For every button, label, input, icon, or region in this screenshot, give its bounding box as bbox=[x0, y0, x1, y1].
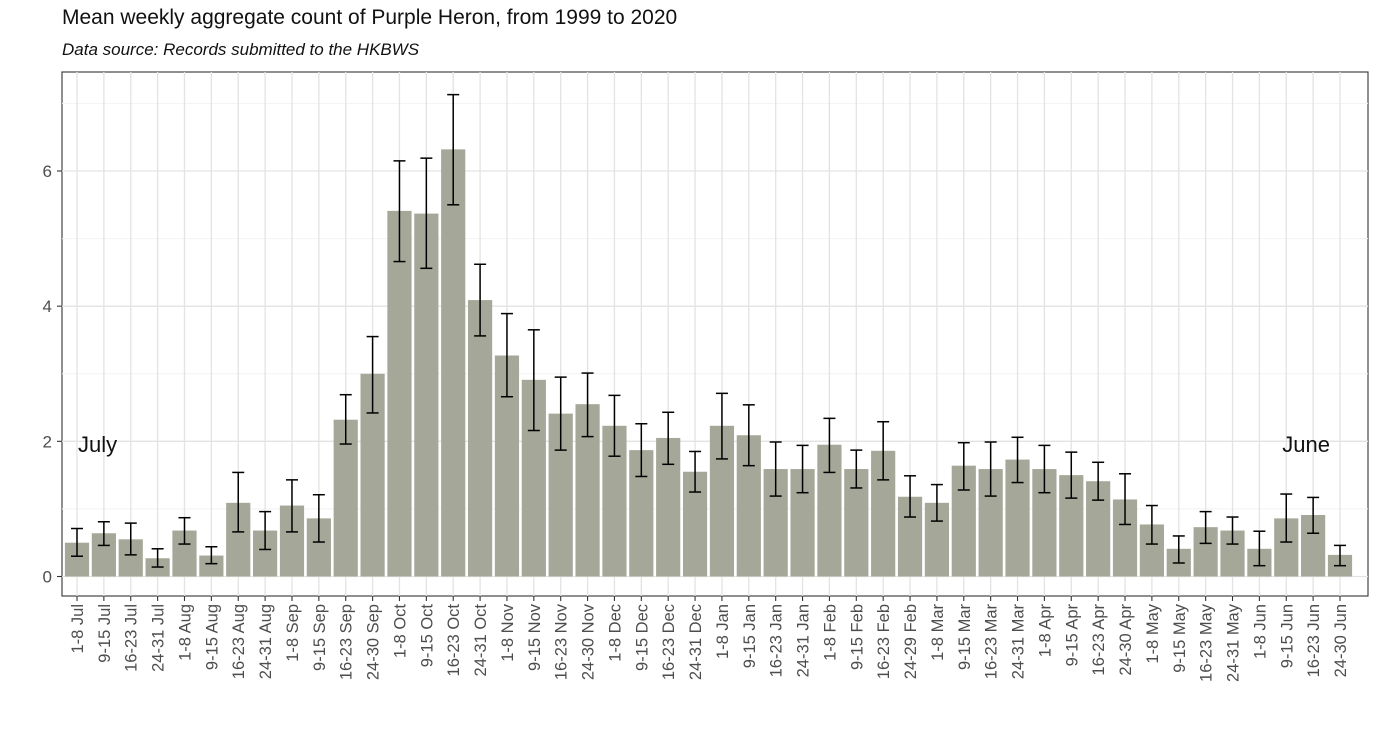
x-tick-label: 24-29 Feb bbox=[902, 604, 920, 679]
x-tick-label: 1-8 Sep bbox=[284, 604, 302, 662]
x-tick-label: 1-8 Apr bbox=[1036, 603, 1054, 657]
x-tick-label: 16-23 Sep bbox=[338, 604, 356, 680]
error-bar-layer bbox=[71, 93, 1346, 568]
x-tick-label: 16-23 May bbox=[1198, 603, 1216, 682]
x-tick-label: 24-31 Jan bbox=[795, 604, 813, 677]
x-tick-label: 1-8 Feb bbox=[821, 604, 839, 661]
x-axis: 1-8 Jul 9-15 Jul 16-23 Jul 24-31 Jul 1-8 Aug… bbox=[69, 596, 1350, 682]
chart-title: Mean weekly aggregate count of Purple He… bbox=[62, 6, 678, 29]
x-tick-label: 24-31 Mar bbox=[1010, 603, 1028, 679]
x-tick-label: 16-23 Jun bbox=[1305, 604, 1323, 677]
x-tick-label: 9-15 Oct bbox=[418, 604, 436, 668]
x-tick-label: 16-23 Mar bbox=[983, 603, 1001, 679]
x-tick-label: 24-31 Oct bbox=[472, 604, 490, 677]
x-tick-label: 9-15 Jan bbox=[741, 604, 759, 668]
x-tick-label: 1-8 Aug bbox=[176, 604, 194, 661]
y-axis: 0 2 4 6 bbox=[43, 162, 62, 587]
x-tick-label: 24-31 Dec bbox=[687, 604, 705, 680]
x-tick-label: 16-23 Jul bbox=[123, 604, 141, 672]
y-tick-label: 0 bbox=[43, 568, 52, 587]
x-tick-label: 9-15 Mar bbox=[956, 604, 974, 671]
x-tick-label: 9-15 Jul bbox=[96, 604, 114, 663]
bar bbox=[333, 419, 358, 577]
x-tick-label: 9-15 Nov bbox=[526, 603, 544, 671]
x-tick-label: 16-23 Aug bbox=[230, 604, 248, 679]
x-tick-label: 16-23 Oct bbox=[445, 604, 463, 677]
x-tick-label: 1-8 Dec bbox=[606, 604, 624, 662]
annotation-june: June bbox=[1282, 432, 1330, 457]
bar bbox=[387, 210, 412, 577]
x-tick-label: 9-15 Aug bbox=[203, 604, 221, 670]
x-tick-label: 1-8 Jun bbox=[1251, 604, 1269, 659]
bar bbox=[467, 300, 493, 577]
x-tick-label: 1-8 Oct bbox=[391, 604, 409, 659]
x-tick-label: 24-31 May bbox=[1225, 603, 1243, 682]
y-tick-label: 2 bbox=[43, 432, 52, 451]
x-tick-label: 9-15 Sep bbox=[311, 604, 329, 671]
y-tick-label: 6 bbox=[43, 162, 52, 181]
x-tick-label: 24-30 Sep bbox=[365, 604, 383, 680]
bar bbox=[199, 555, 224, 577]
x-tick-label: 9-15 Feb bbox=[848, 604, 866, 670]
x-tick-label: 1-8 Jan bbox=[714, 604, 732, 659]
x-tick-label: 16-23 Dec bbox=[660, 604, 678, 680]
chart-subtitle: Data source: Records submitted to the HK… bbox=[62, 40, 420, 59]
x-tick-label: 9-15 Dec bbox=[633, 604, 651, 671]
x-tick-label: 16-23 Nov bbox=[553, 603, 571, 680]
x-tick-label: 16-23 Apr bbox=[1090, 604, 1108, 676]
x-tick-label: 1-8 Mar bbox=[929, 604, 947, 661]
x-tick-label: 16-23 Jan bbox=[768, 604, 786, 677]
x-tick-label: 1-8 Nov bbox=[499, 603, 517, 662]
x-tick-label: 9-15 Apr bbox=[1063, 603, 1081, 666]
x-tick-label: 24-30 Nov bbox=[580, 603, 598, 680]
x-tick-label: 16-23 Feb bbox=[875, 604, 893, 679]
x-tick-label: 1-8 Jul bbox=[69, 604, 87, 654]
y-tick-label: 4 bbox=[43, 297, 52, 316]
bar bbox=[414, 213, 439, 577]
x-tick-label: 9-15 May bbox=[1171, 603, 1189, 673]
x-tick-label: 1-8 May bbox=[1144, 603, 1162, 663]
x-tick-label: 24-31 Jul bbox=[150, 604, 168, 672]
annotation-july: July bbox=[78, 432, 117, 457]
bar bbox=[441, 149, 466, 577]
x-tick-label: 24-30 Apr bbox=[1117, 604, 1135, 676]
x-tick-label: 24-30 Jun bbox=[1332, 604, 1350, 677]
x-tick-label: 9-15 Jun bbox=[1278, 604, 1296, 668]
x-tick-label: 24-31 Aug bbox=[257, 604, 275, 679]
